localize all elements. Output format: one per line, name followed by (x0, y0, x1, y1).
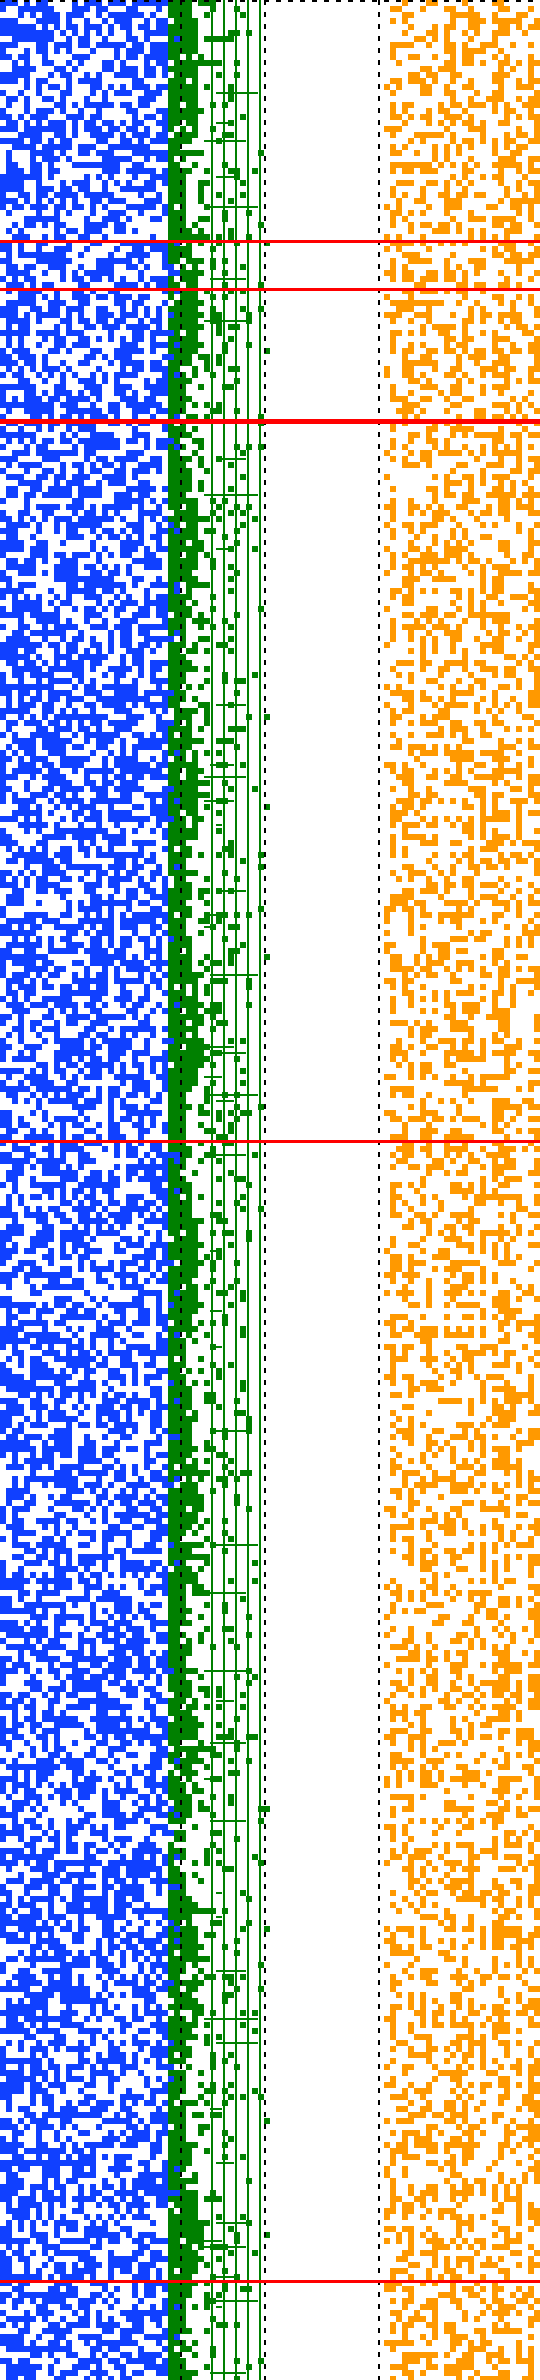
matrix-heatmap (0, 0, 540, 2380)
